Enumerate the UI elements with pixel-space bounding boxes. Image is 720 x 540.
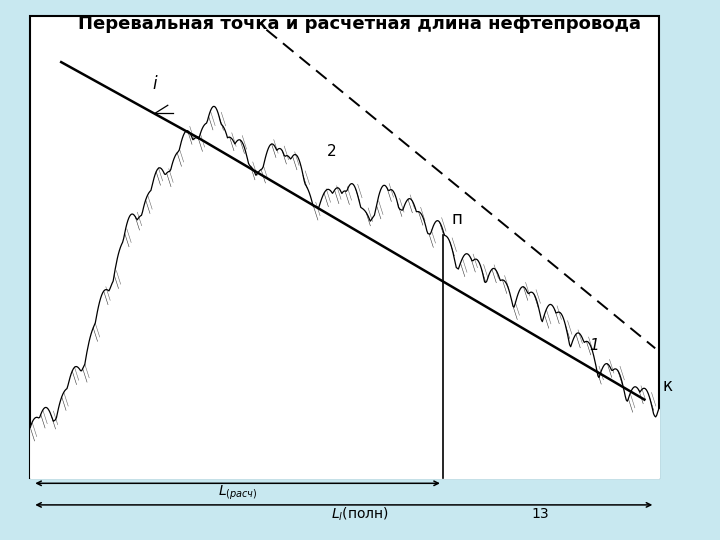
Text: $i$: $i$ [151,75,158,93]
Bar [30,16,659,478]
Text: 2: 2 [326,144,336,159]
Text: 13: 13 [531,507,549,521]
Text: 1: 1 [589,338,599,353]
Text: $L_{(расч)}$: $L_{(расч)}$ [217,483,258,502]
Text: Перевальная точка и расчетная длина нефтепровода: Перевальная точка и расчетная длина нефт… [78,15,642,33]
Text: к: к [662,377,672,395]
Text: $L_l$(полн): $L_l$(полн) [331,505,389,523]
Text: п: п [451,210,463,228]
